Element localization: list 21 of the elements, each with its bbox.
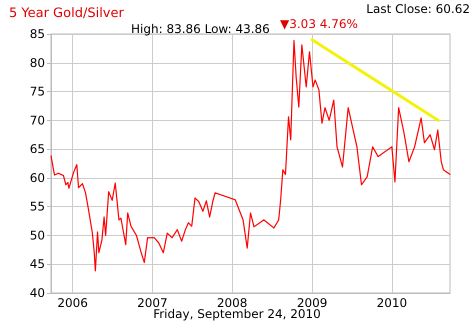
y-tick-label: 85 xyxy=(30,27,45,41)
chart-subtitle: High: 83.86 Low: 43.86 xyxy=(131,22,270,36)
x-tick-label: 2008 xyxy=(216,296,248,310)
y-tick-label: 50 xyxy=(30,228,45,242)
y-tick-label: 75 xyxy=(30,84,45,99)
chart-title: 5 Year Gold/Silver xyxy=(9,6,124,21)
text: ▼3.03 4.76% xyxy=(280,17,358,31)
text: Last Close: 60.62 xyxy=(366,2,470,16)
y-tick-label: 40 xyxy=(30,286,45,300)
y-tick-label: 65 xyxy=(30,142,45,156)
y-tick-label: 70 xyxy=(30,113,45,128)
x-tick-label: 2006 xyxy=(57,296,88,310)
y-tick-label: 45 xyxy=(30,257,45,272)
y-tick-label: 55 xyxy=(30,200,45,214)
x-tick-label: 2007 xyxy=(137,296,168,310)
line-series xyxy=(50,40,451,272)
x-axis-title: Friday, September 24, 2010 xyxy=(153,307,321,321)
x-tick-label: 2009 xyxy=(296,296,328,310)
y-tick-label: 60 xyxy=(30,170,45,185)
x-tick-label: 2010 xyxy=(376,296,408,310)
y-tick-label: 80 xyxy=(30,56,45,70)
